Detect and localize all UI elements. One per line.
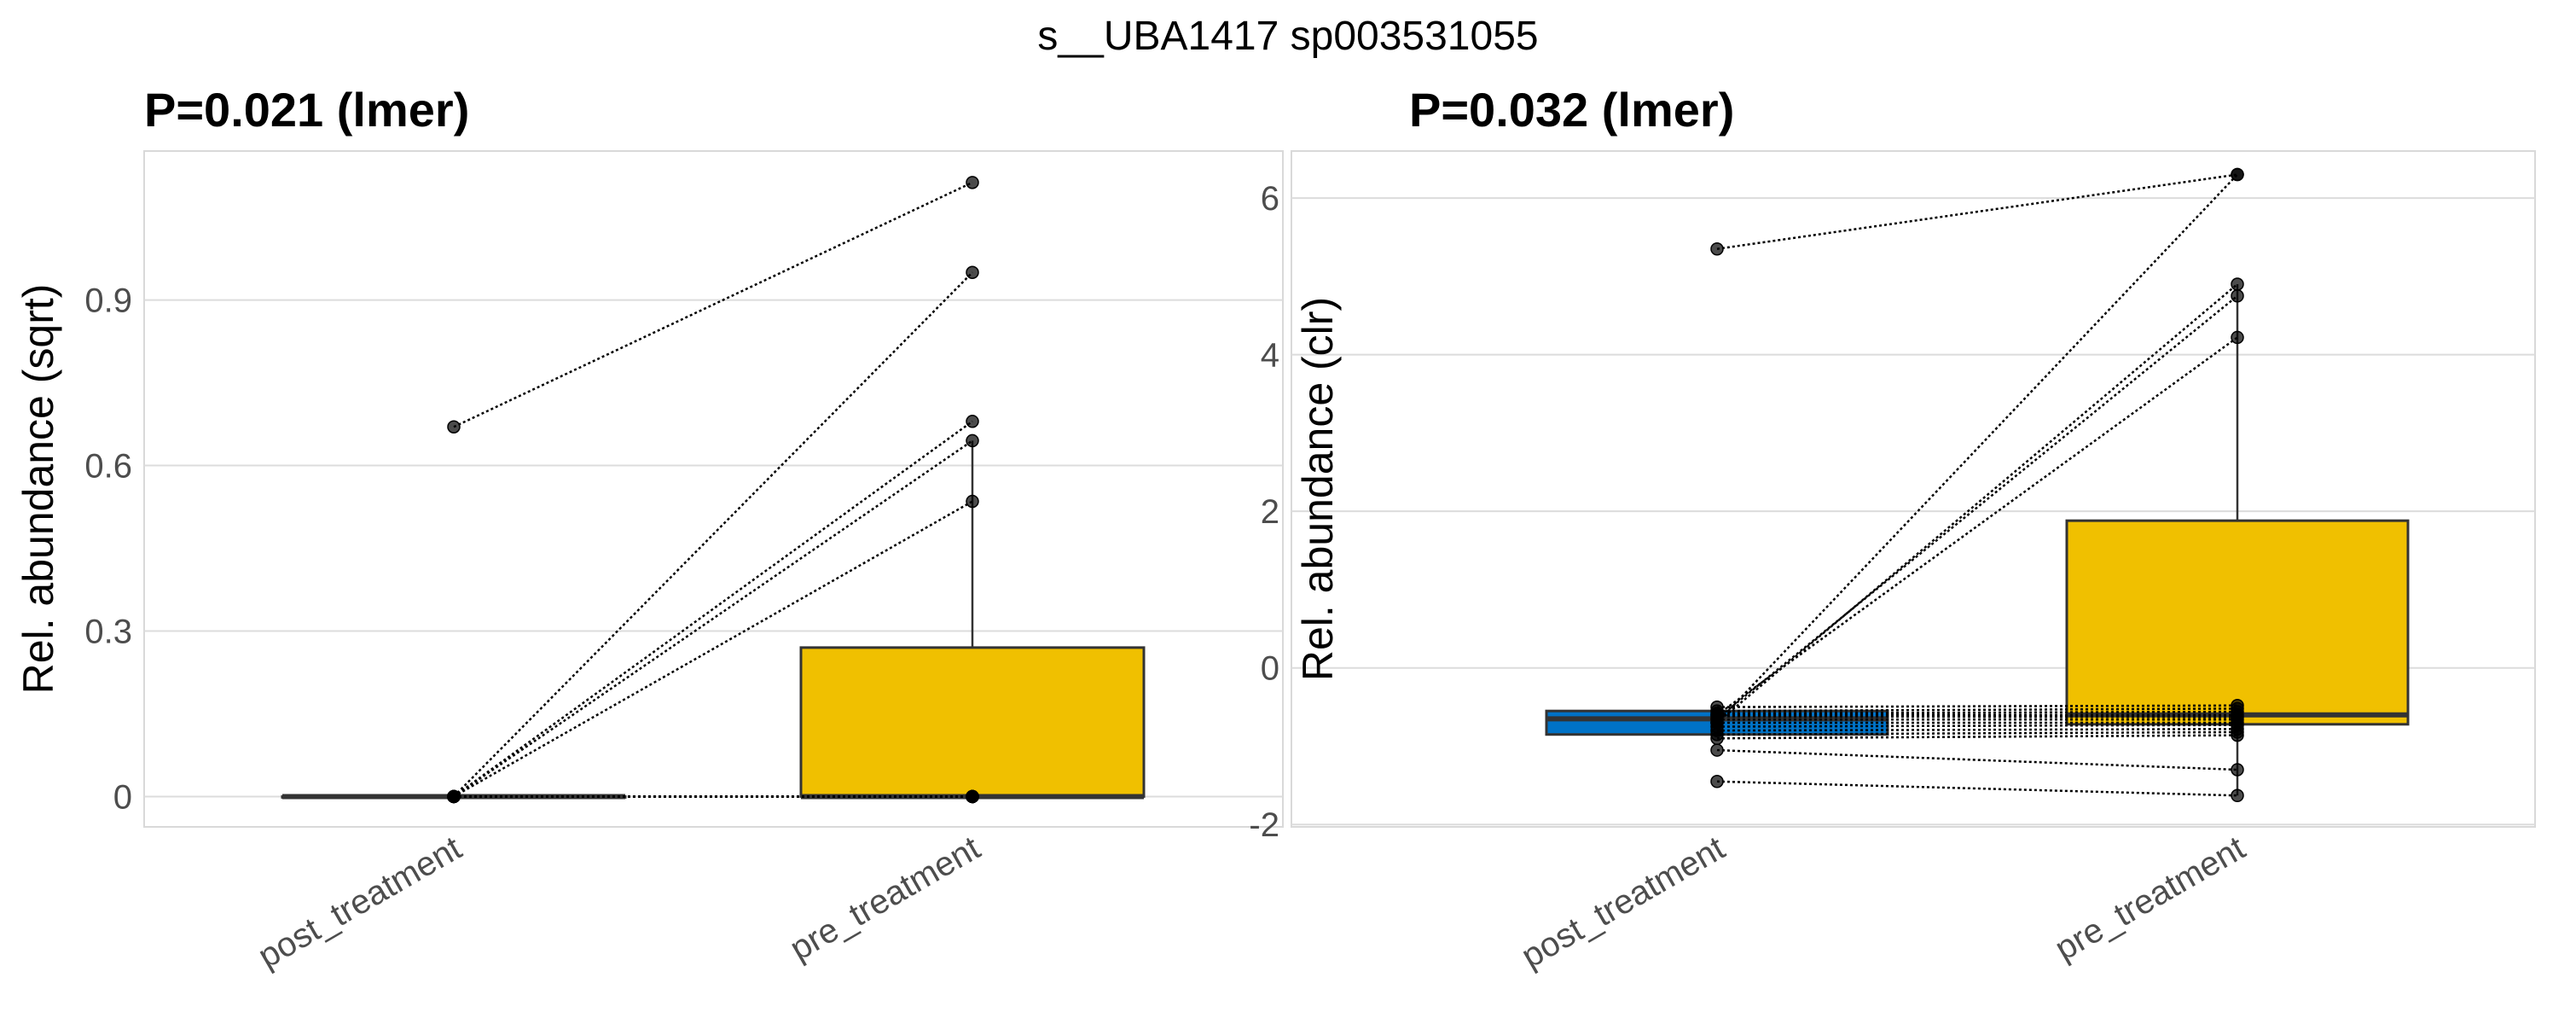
- y-tick-label: 6: [1261, 180, 1279, 218]
- point-pre: [966, 415, 979, 428]
- point-pre: [2231, 763, 2244, 777]
- pair-line: [1716, 173, 2238, 724]
- pair-line: [453, 420, 973, 798]
- point-pre: [966, 265, 979, 279]
- point-pre: [2231, 289, 2244, 303]
- point-pre: [2231, 167, 2244, 182]
- y-tick-label: 2: [1261, 493, 1279, 531]
- pair-line: [453, 181, 973, 428]
- figure-title: s__UBA1417 sp003531055: [1037, 14, 1538, 59]
- y-axis-title: Rel. abundance (clr): [1294, 297, 1342, 681]
- point-pre: [2231, 728, 2244, 742]
- y-tick-label: -2: [1249, 806, 1279, 844]
- point-post: [447, 789, 461, 804]
- point-post: [447, 420, 461, 434]
- panel-subtitle: P=0.021 (lmer): [144, 83, 469, 137]
- x-tick-label: pre_treatment: [784, 829, 987, 969]
- point-pre: [966, 789, 979, 804]
- point-pre: [2231, 277, 2244, 291]
- box-pre_treatment: [799, 646, 1146, 798]
- x-tick-label: post_treatment: [252, 829, 467, 976]
- x-tick-label: post_treatment: [1515, 829, 1731, 976]
- y-axis-title: Rel. abundance (sqrt): [15, 284, 62, 695]
- pair-line: [1716, 173, 2238, 250]
- y-tick-label: 0: [113, 778, 132, 816]
- y-tick-label: 0.6: [84, 448, 132, 486]
- pair-line: [1716, 283, 2238, 724]
- x-tick-label: pre_treatment: [2049, 829, 2252, 969]
- pair-line: [453, 271, 973, 798]
- panel-subtitle: P=0.032 (lmer): [1409, 83, 1734, 137]
- panel-clr: P=0.032 (lmer) -2 0 2 4 6 Rel. abundance (clr)…: [1249, 83, 2536, 976]
- point-post: [1710, 775, 1724, 788]
- y-tick-label: 0.9: [84, 282, 132, 320]
- point-pre: [966, 494, 979, 509]
- point-post: [1710, 743, 1724, 757]
- y-tick-label: 0.3: [84, 613, 132, 650]
- panel-sqrt: P=0.021 (lmer) 0 0.3 0.6 0.9 Rel. abundance (…: [15, 83, 1284, 976]
- point-post: [1710, 731, 1724, 746]
- y-tick-label: 4: [1261, 337, 1279, 375]
- point-pre: [966, 433, 979, 448]
- box-pre_treatment: [2065, 519, 2410, 726]
- pair-line: [453, 439, 973, 798]
- pair-line: [1716, 294, 2238, 720]
- point-pre: [2231, 330, 2244, 345]
- y-tick-label: 0: [1261, 650, 1279, 688]
- point-pre: [966, 176, 979, 189]
- point-post: [1710, 241, 1724, 256]
- pair-line: [453, 500, 973, 798]
- point-pre: [2231, 788, 2244, 803]
